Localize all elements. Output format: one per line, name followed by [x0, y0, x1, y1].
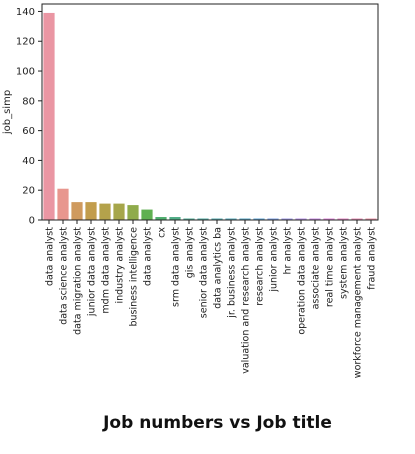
- y-tick-label: 0: [29, 216, 35, 227]
- bar-4: [99, 203, 111, 220]
- y-tick-label: 60: [22, 126, 35, 137]
- x-tick-label: associate analyst: [311, 227, 322, 310]
- bar-20: [323, 218, 335, 220]
- x-tick-label: operation data analyst: [297, 227, 308, 335]
- x-tick-label: data analytics ba: [213, 227, 224, 309]
- bar-7: [141, 209, 153, 220]
- x-tick-label: industry analyst: [115, 227, 126, 304]
- x-tick-label: business intelligence: [129, 227, 140, 327]
- y-tick-label: 140: [16, 7, 35, 18]
- x-tick-label: research analyst: [255, 227, 266, 306]
- x-tick-label: real time analyst: [325, 227, 336, 307]
- x-tick-label: data analyst: [45, 227, 56, 286]
- bar-1: [57, 188, 69, 220]
- y-tick-label: 40: [22, 156, 35, 167]
- bar-14: [239, 218, 251, 220]
- x-tick-label: srm data analyst: [171, 227, 182, 307]
- bar-17: [281, 218, 293, 220]
- x-tick-label: fraud analyst: [367, 227, 378, 290]
- x-tick-label: workforce management analyst: [353, 227, 364, 378]
- x-axis: data analyst data science analyst data mig…: [45, 220, 378, 378]
- bar-9: [169, 217, 181, 220]
- x-tick-label: data science analyst: [59, 227, 70, 325]
- bar-12: [211, 218, 223, 220]
- bar-23: [365, 218, 377, 220]
- x-tick-label: junior analyst: [269, 227, 280, 293]
- bar-13: [225, 218, 237, 220]
- x-tick-label: data analyst: [143, 227, 154, 286]
- bar-8: [155, 217, 167, 220]
- bar-22: [351, 218, 363, 220]
- y-tick-label: 20: [22, 186, 35, 197]
- x-tick-label: mdm data analyst: [101, 227, 112, 314]
- x-tick-label: gis analyst: [185, 227, 196, 279]
- bar-18: [295, 218, 307, 220]
- x-tick-label: senior data analyst: [199, 227, 210, 318]
- x-tick-label: system analyst: [339, 227, 350, 299]
- bar-3: [85, 202, 97, 220]
- x-tick-label: valuation and research analyst: [241, 227, 252, 374]
- bar-21: [337, 218, 349, 220]
- chart-caption: Job numbers vs Job title: [103, 413, 332, 433]
- y-axis: 0 20 40 60 80 100 120 140: [16, 7, 42, 227]
- bar-0: [43, 12, 55, 220]
- y-tick-label: 100: [16, 67, 35, 78]
- x-tick-label: data migration analyst: [73, 227, 84, 335]
- x-tick-label: jr. business analyst: [227, 227, 238, 319]
- bar-16: [267, 218, 279, 220]
- y-tick-label: 120: [16, 37, 35, 48]
- x-tick-label: cx: [157, 227, 168, 238]
- x-tick-label: hr analyst: [283, 227, 294, 275]
- bar-11: [197, 218, 209, 220]
- y-axis-label: job_simp: [2, 90, 13, 135]
- bar-5: [113, 203, 125, 220]
- bar-2: [71, 202, 83, 220]
- x-tick-label: junior data analyst: [87, 227, 98, 317]
- y-tick-label: 80: [22, 96, 35, 107]
- bar-10: [183, 218, 195, 220]
- plot-frame: [41, 3, 379, 221]
- bar-15: [253, 218, 265, 220]
- bar-6: [127, 205, 139, 220]
- bars-group: [43, 12, 377, 220]
- bar-19: [309, 218, 321, 220]
